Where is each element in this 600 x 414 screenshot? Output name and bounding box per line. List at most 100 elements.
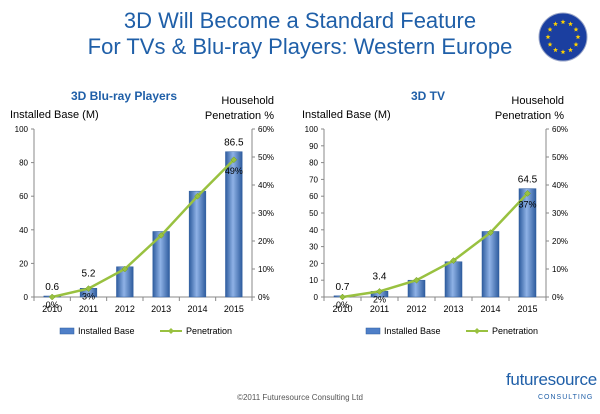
penetration-point <box>450 257 457 264</box>
y-tick-label-left: 80 <box>19 159 28 168</box>
y-axis-left-label: Installed Base (M) <box>302 109 391 121</box>
bar <box>481 231 500 298</box>
bar-value-label: 0.7 <box>336 282 350 293</box>
legend-marker <box>168 328 174 334</box>
y-tick-label-left: 50 <box>309 209 318 218</box>
penetration-value-label: 2% <box>373 294 386 304</box>
logo-subtext: CONSULTING <box>538 394 594 401</box>
penetration-point <box>194 192 201 200</box>
eu-star-icon <box>547 26 553 32</box>
chart-3d-bluray: 3D Blu-ray Players Installed Base (M) Hous… <box>10 89 274 336</box>
bar-value-label: 3.4 <box>373 271 387 282</box>
chart-title: 3D Blu-ray Players <box>71 89 177 103</box>
penetration-value-label: 0% <box>46 300 59 310</box>
penetration-point <box>524 190 531 197</box>
y-tick-label-left: 60 <box>309 192 318 201</box>
y-tick-label-left: 30 <box>309 243 318 252</box>
eu-star-icon <box>553 21 558 27</box>
bar-value-label: 64.5 <box>518 175 538 186</box>
y-axis-right-label: Penetration % <box>205 110 274 122</box>
y-tick-label-left: 0 <box>24 293 29 302</box>
eu-flag-icon <box>538 12 588 62</box>
x-tick-label: 2015 <box>517 304 537 314</box>
y-tick-label-right: 50% <box>552 153 568 162</box>
y-tick-label-right: 50% <box>258 153 274 162</box>
bar <box>444 261 463 298</box>
legend-label-installed-base: Installed Base <box>78 326 135 336</box>
eu-star-icon <box>573 26 579 32</box>
bar-value-label: 86.5 <box>224 138 244 149</box>
x-tick-label: 2011 <box>79 304 98 314</box>
eu-star-icon <box>553 47 558 53</box>
chart-3d-tv: 3D TV Installed Base (M) Household Penetrat… <box>302 89 568 336</box>
y-tick-label-left: 20 <box>309 259 318 268</box>
slide-title-line2: For TVs & Blu-ray Players: Western Europ… <box>87 34 513 59</box>
bar-value-label: 5.2 <box>82 268 96 279</box>
y-tick-label-left: 40 <box>19 226 28 235</box>
y-tick-label-right: 60% <box>258 125 274 134</box>
legend-marker <box>474 328 480 334</box>
y-tick-label-left: 10 <box>309 276 318 285</box>
y-tick-label-right: 0% <box>552 293 564 302</box>
penetration-point <box>230 156 238 164</box>
chart-title: 3D TV <box>411 89 445 103</box>
eu-star-icon <box>568 47 573 53</box>
y-tick-label-right: 40% <box>552 181 568 190</box>
eu-star-icon <box>568 21 573 27</box>
y-tick-label-left: 60 <box>19 192 28 201</box>
x-tick-label: 2013 <box>151 304 171 314</box>
x-tick-label: 2015 <box>224 304 244 314</box>
eu-stars <box>545 19 581 55</box>
x-tick-label: 2010 <box>42 304 62 314</box>
eu-star-icon <box>560 49 566 55</box>
y-axis-right-label: Household <box>221 95 274 107</box>
eu-star-icon <box>575 34 581 40</box>
eu-star-icon <box>545 34 551 40</box>
legend-label-penetration: Penetration <box>492 326 538 336</box>
penetration-point <box>487 229 494 236</box>
penetration-point <box>376 288 383 295</box>
y-tick-label-right: 10% <box>552 265 568 274</box>
y-tick-label-left: 100 <box>305 125 319 134</box>
y-tick-label-left: 20 <box>19 259 28 268</box>
penetration-point <box>339 293 346 301</box>
y-tick-label-right: 0% <box>258 293 270 302</box>
legend-label-penetration: Penetration <box>186 326 232 336</box>
slide-title-line1: 3D Will Become a Standard Feature <box>123 8 477 33</box>
y-tick-label-right: 30% <box>552 209 568 218</box>
penetration-point <box>413 276 420 284</box>
x-tick-label: 2014 <box>480 304 500 314</box>
y-tick-label-left: 100 <box>15 125 29 134</box>
eu-star-icon <box>573 41 579 47</box>
y-axis-right-label: Penetration % <box>495 110 564 122</box>
penetration-point <box>85 285 92 292</box>
y-tick-label-left: 70 <box>309 175 318 184</box>
y-tick-label-left: 90 <box>309 142 318 151</box>
y-tick-label-right: 40% <box>258 181 274 190</box>
x-tick-label: 2012 <box>115 304 135 314</box>
legend-label-installed-base: Installed Base <box>384 326 441 336</box>
bar-value-label: 0.6 <box>45 282 59 293</box>
y-axis-left-label: Installed Base (M) <box>10 109 99 121</box>
penetration-line <box>51 158 235 299</box>
bar <box>225 151 243 298</box>
bar <box>188 190 207 298</box>
y-tick-label-right: 30% <box>258 209 274 218</box>
penetration-value-label: 49% <box>225 166 243 176</box>
legend-swatch-bar <box>59 327 75 335</box>
eu-star-icon <box>560 19 566 25</box>
y-tick-label-left: 0 <box>314 293 319 302</box>
bar <box>518 188 537 298</box>
y-tick-label-left: 80 <box>309 159 318 168</box>
penetration-point <box>157 232 165 239</box>
copyright-footer: ©2011 Futuresource Consulting Ltd <box>237 393 363 402</box>
x-tick-label: 2013 <box>443 304 463 314</box>
penetration-line <box>342 192 529 299</box>
y-tick-label-right: 20% <box>258 237 274 246</box>
penetration-point <box>48 293 56 301</box>
logo-text: futuresource <box>506 370 597 389</box>
penetration-point <box>121 265 129 273</box>
y-tick-label-right: 10% <box>258 265 274 274</box>
penetration-value-label: 0% <box>336 300 349 310</box>
bar <box>152 231 170 298</box>
